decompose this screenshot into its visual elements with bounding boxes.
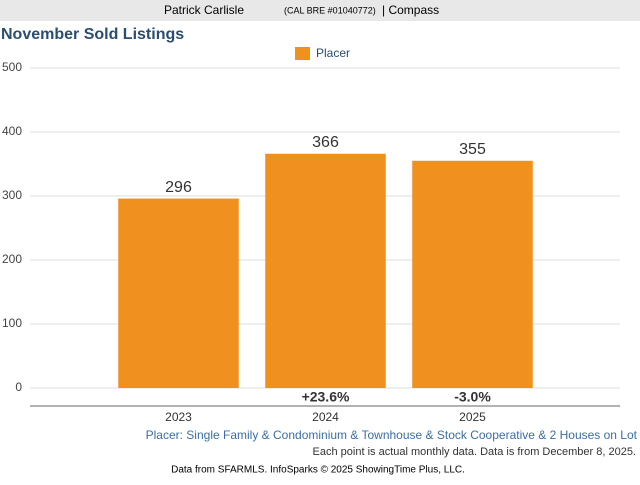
agent-name: Patrick Carlisle xyxy=(164,3,244,17)
header-bar xyxy=(0,0,640,21)
x-tick-label: 2023 xyxy=(165,410,192,424)
bar xyxy=(412,160,533,388)
change-label: +23.6% xyxy=(302,389,350,405)
x-tick-label: 2025 xyxy=(459,410,486,424)
subtitle: Placer: Single Family & Condominium & To… xyxy=(146,428,638,442)
legend-label: Placer xyxy=(316,46,350,60)
note: Each point is actual monthly data. Data … xyxy=(313,446,636,458)
legend-swatch xyxy=(295,47,310,60)
bar xyxy=(265,153,386,388)
source: Data from SFARMLS. InfoSparks © 2025 Sho… xyxy=(171,465,465,476)
y-tick-label: 400 xyxy=(2,124,22,138)
y-tick-label: 300 xyxy=(2,188,22,202)
header-text: Patrick Carlisle xyxy=(164,3,244,17)
y-tick-label: 500 xyxy=(2,60,22,74)
x-tick-label: 2024 xyxy=(312,410,339,424)
chart-title: November Sold Listings xyxy=(1,26,184,43)
y-tick-label: 100 xyxy=(2,316,22,330)
value-label: 366 xyxy=(312,134,339,151)
change-label: -3.0% xyxy=(454,389,491,405)
value-label: 355 xyxy=(459,141,486,158)
license: (CAL BRE #01040772) xyxy=(284,5,376,15)
y-tick-label: 200 xyxy=(2,252,22,266)
y-tick-label: 0 xyxy=(15,380,22,394)
value-label: 296 xyxy=(165,179,192,196)
bar xyxy=(118,198,239,388)
company: | Compass xyxy=(382,3,439,17)
